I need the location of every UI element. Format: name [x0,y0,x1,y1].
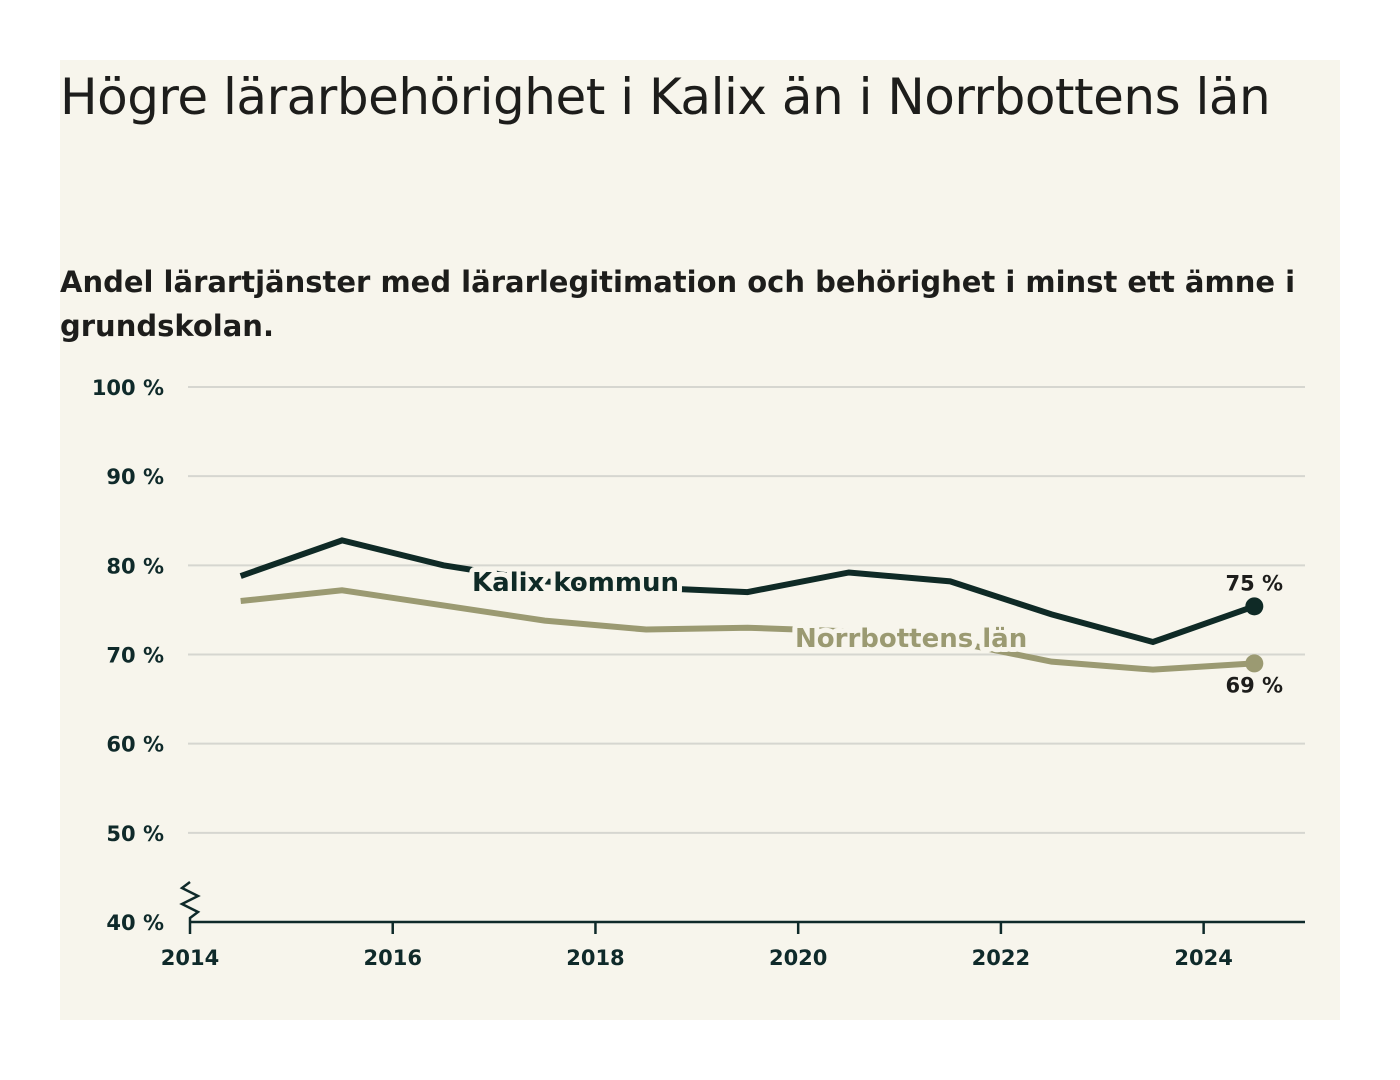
series-line-norrbotten [240,587,1255,673]
chart-title: Högre lärarbehörighet i Kalix än i Norrb… [60,68,1271,126]
series-labels: Kalix kommun Norrbottens län 75 % 69 % [467,563,1284,697]
chart-subtitle: Andel lärartjänster med lärarlegitimatio… [60,265,1296,343]
axis-break-icon [179,881,201,922]
x-axis: 2014 2016 2018 2020 2022 2024 [161,881,1305,970]
series-label-kalix: Kalix kommun [472,568,679,598]
series-lines [239,537,1264,673]
y-tick-label: 80 % [106,554,164,578]
y-tick-label: 90 % [106,465,164,489]
x-tick-label: 2024 [1174,946,1232,970]
gridlines [188,386,1305,834]
series-line-kalix [239,537,1256,646]
y-tick-label: 40 % [106,911,164,935]
y-tick-label: 100 % [92,376,164,400]
end-label-kalix: 75 % [1226,571,1284,595]
end-marker-kalix [1245,597,1264,616]
chart-card: Högre lärarbehörighet i Kalix än i Norrb… [60,60,1340,1020]
x-tick-label: 2018 [566,946,624,970]
y-tick-label: 60 % [106,733,164,757]
y-tick-label: 50 % [106,822,164,846]
end-marker-norrbotten [1245,654,1264,673]
y-axis-labels: 40 % 50 % 60 % 70 % 80 % 90 % 100 % [92,376,164,935]
y-tick-label: 70 % [106,644,164,668]
x-tick-label: 2022 [972,946,1030,970]
x-tick-label: 2020 [769,946,827,970]
x-tick-label: 2016 [364,946,422,970]
series-label-norrbotten: Norrbottens län [795,624,1027,654]
line-chart: 40 %50 %60 %70 %80 %90 %100 % 2014 2016 20… [92,376,1305,970]
end-label-norrbotten: 69 % [1226,673,1284,697]
x-tick-label: 2014 [161,946,219,970]
